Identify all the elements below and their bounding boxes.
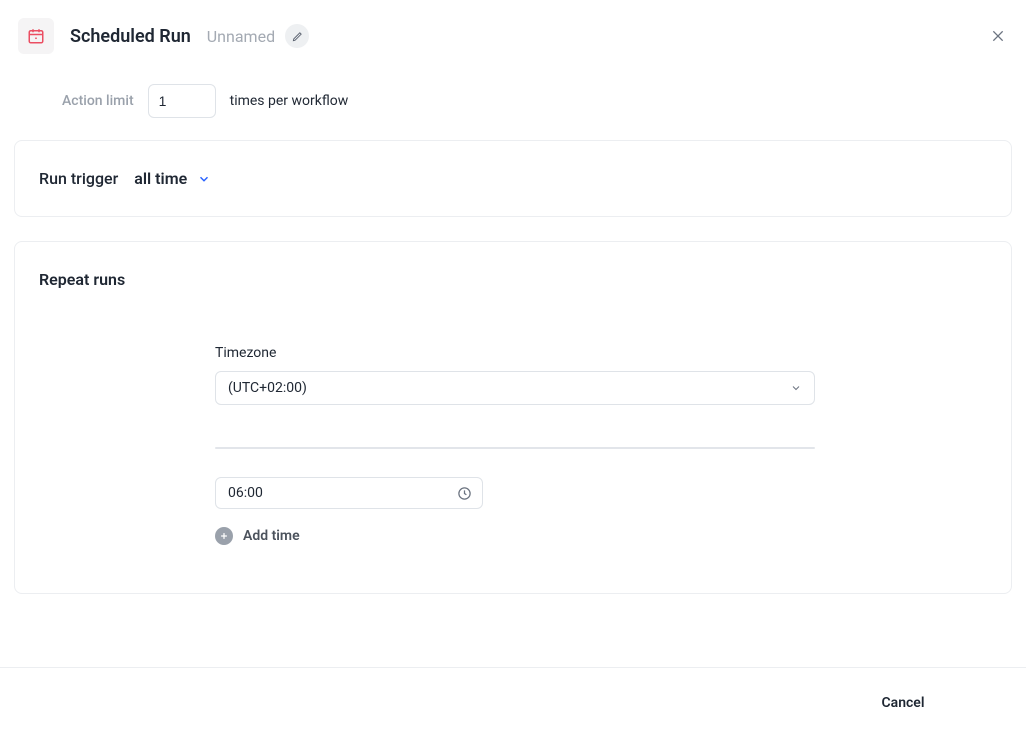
run-trigger-dropdown[interactable]: all time bbox=[134, 169, 211, 188]
close-button[interactable] bbox=[990, 28, 1006, 48]
page-subtitle: Unnamed bbox=[207, 27, 275, 46]
close-icon bbox=[990, 28, 1006, 44]
apply-button[interactable]: Apply bbox=[944, 687, 1008, 719]
timezone-select[interactable]: (UTC+02:00) bbox=[215, 371, 815, 405]
cancel-button[interactable]: Cancel bbox=[882, 695, 925, 711]
add-time-label: Add time bbox=[243, 528, 300, 544]
footer: Cancel Apply bbox=[0, 667, 1026, 737]
calendar-icon bbox=[27, 27, 45, 45]
run-trigger-card: Run trigger all time bbox=[14, 140, 1012, 217]
run-trigger-value: all time bbox=[134, 169, 187, 188]
run-trigger-label: Run trigger bbox=[39, 169, 118, 188]
pencil-icon bbox=[292, 31, 303, 42]
page-title: Scheduled Run bbox=[70, 26, 191, 47]
plus-icon bbox=[215, 527, 233, 545]
repeat-inner: Timezone (UTC+02:00) 06:00 Add time bbox=[215, 345, 815, 545]
action-limit-suffix: times per workflow bbox=[230, 93, 349, 109]
chevron-down-icon bbox=[197, 172, 211, 186]
chevron-down-icon bbox=[790, 382, 802, 394]
header: Scheduled Run Unnamed bbox=[0, 0, 1026, 68]
edit-name-button[interactable] bbox=[285, 24, 309, 48]
action-limit-toggle[interactable] bbox=[18, 93, 48, 109]
timezone-value: (UTC+02:00) bbox=[228, 380, 307, 396]
action-limit-input[interactable] bbox=[148, 84, 216, 118]
action-limit-row: Action limit times per workflow bbox=[0, 68, 1026, 140]
repeat-runs-card: Repeat runs Timezone (UTC+02:00) 06:00 bbox=[14, 241, 1012, 594]
scheduled-run-icon-box bbox=[18, 18, 54, 54]
repeat-runs-title: Repeat runs bbox=[39, 270, 987, 289]
add-time-button[interactable]: Add time bbox=[215, 527, 815, 545]
toggle-knob bbox=[18, 95, 30, 107]
time-input[interactable]: 06:00 bbox=[215, 477, 483, 509]
time-value: 06:00 bbox=[228, 485, 263, 501]
clock-icon bbox=[457, 486, 472, 501]
frequency-segmented-control bbox=[215, 447, 815, 449]
timezone-label: Timezone bbox=[215, 345, 815, 361]
action-limit-label: Action limit bbox=[62, 93, 134, 109]
